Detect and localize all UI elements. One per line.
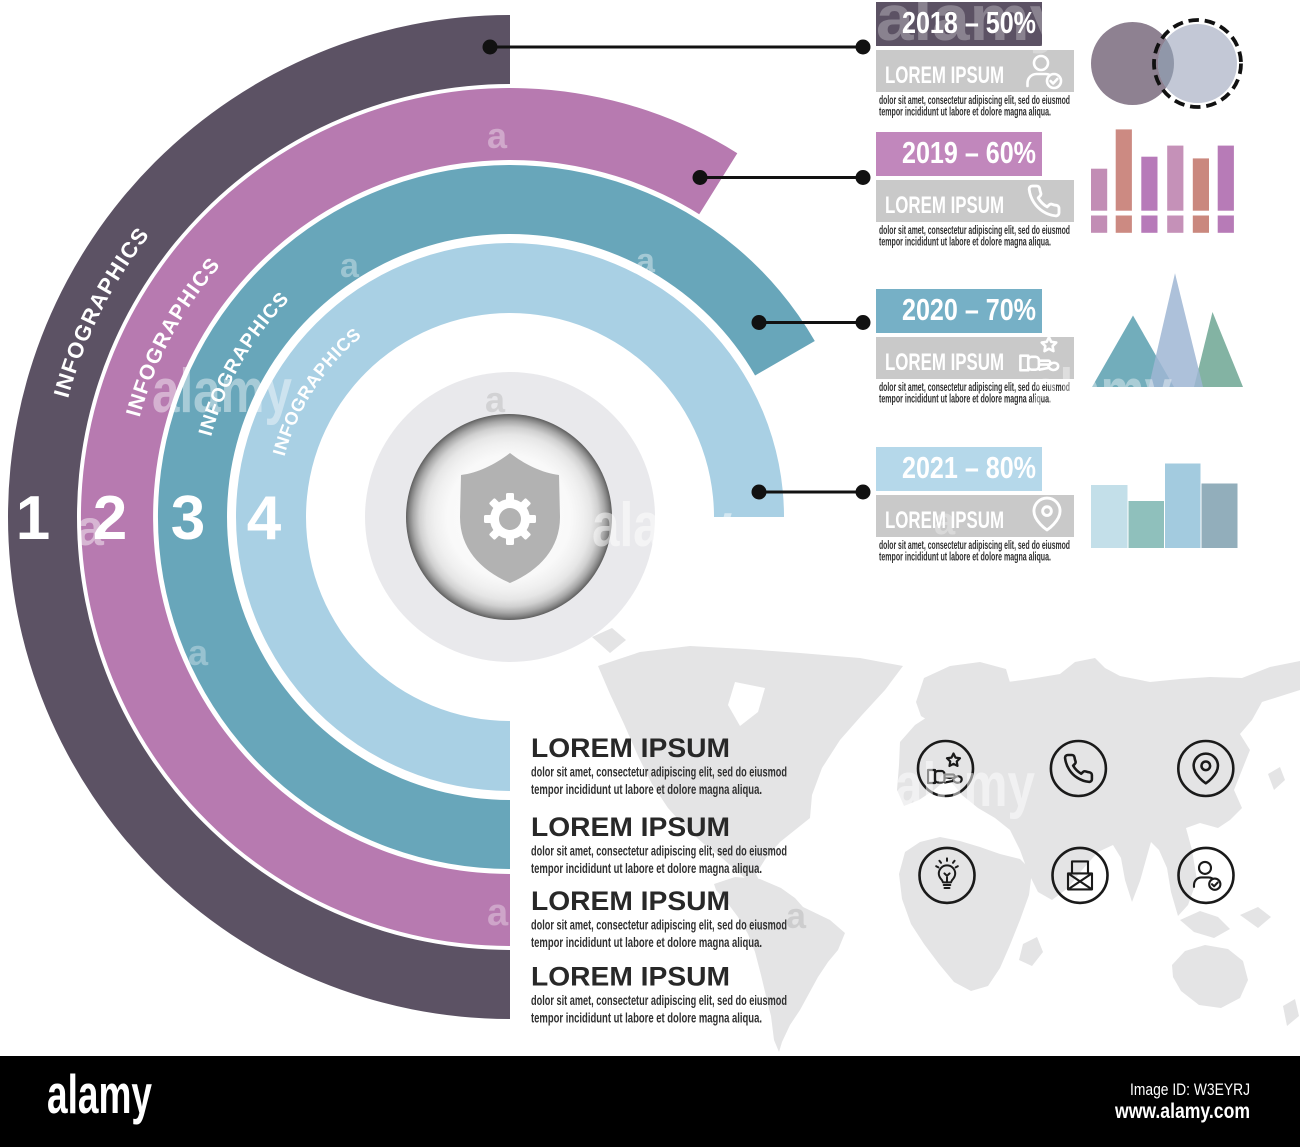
svg-text:a: a (188, 632, 209, 673)
svg-text:a: a (485, 379, 506, 420)
svg-text:alamy: alamy (592, 491, 732, 560)
svg-text:LOREM IPSUM: LOREM IPSUM (531, 812, 730, 842)
svg-text:2020 – 70%: 2020 – 70% (902, 292, 1036, 327)
svg-text:Image ID: W3EYRJ: Image ID: W3EYRJ (1130, 1080, 1250, 1099)
svg-text:a: a (636, 242, 656, 280)
svg-text:LOREM IPSUM: LOREM IPSUM (885, 349, 1004, 376)
svg-text:4: 4 (247, 484, 282, 553)
svg-text:LOREM IPSUM: LOREM IPSUM (531, 962, 730, 992)
svg-text:a: a (76, 500, 105, 556)
svg-text:tempor incididunt ut labore et: tempor incididunt ut labore et dolore ma… (531, 934, 762, 950)
svg-text:tempor incididunt ut labore et: tempor incididunt ut labore et dolore ma… (531, 781, 762, 797)
svg-text:dolor sit amet, consectetur ad: dolor sit amet, consectetur adipiscing e… (879, 225, 1070, 237)
svg-text:LOREM IPSUM: LOREM IPSUM (885, 507, 1004, 534)
svg-text:www.alamy.com: www.alamy.com (1114, 1100, 1250, 1123)
svg-text:2: 2 (93, 484, 127, 553)
svg-text:1: 1 (16, 484, 50, 553)
svg-text:tempor incididunt ut labore et: tempor incididunt ut labore et dolore ma… (879, 552, 1051, 564)
svg-text:alamy: alamy (47, 1063, 152, 1125)
svg-text:2018 – 50%: 2018 – 50% (902, 5, 1036, 40)
svg-text:a: a (487, 892, 509, 934)
svg-text:a: a (786, 895, 807, 936)
svg-text:alamy: alamy (1032, 357, 1172, 426)
svg-text:dolor sit amet, consectetur ad: dolor sit amet, consectetur adipiscing e… (879, 95, 1070, 107)
svg-text:a: a (934, 501, 956, 543)
svg-text:dolor sit amet, consectetur ad: dolor sit amet, consectetur adipiscing e… (531, 992, 787, 1008)
svg-text:tempor incididunt ut labore et: tempor incididunt ut labore et dolore ma… (879, 107, 1051, 119)
svg-text:3: 3 (171, 484, 205, 553)
svg-text:LOREM IPSUM: LOREM IPSUM (531, 886, 730, 916)
svg-text:dolor sit amet, consectetur ad: dolor sit amet, consectetur adipiscing e… (879, 382, 1070, 394)
svg-text:LOREM IPSUM: LOREM IPSUM (885, 62, 1004, 89)
svg-text:a: a (487, 115, 508, 156)
svg-text:alamy: alamy (876, 0, 1067, 54)
svg-text:dolor sit amet, consectetur ad: dolor sit amet, consectetur adipiscing e… (879, 540, 1070, 552)
svg-text:tempor incididunt ut labore et: tempor incididunt ut labore et dolore ma… (879, 394, 1051, 406)
svg-text:2021 – 80%: 2021 – 80% (902, 450, 1036, 485)
svg-text:dolor sit amet, consectetur ad: dolor sit amet, consectetur adipiscing e… (531, 842, 787, 858)
svg-text:alamy: alamy (895, 751, 1035, 820)
svg-text:tempor incididunt ut labore et: tempor incididunt ut labore et dolore ma… (531, 1010, 762, 1026)
svg-text:tempor incididunt ut labore et: tempor incididunt ut labore et dolore ma… (879, 237, 1051, 249)
svg-text:tempor incididunt ut labore et: tempor incididunt ut labore et dolore ma… (531, 860, 762, 876)
svg-text:2019 – 60%: 2019 – 60% (902, 135, 1036, 170)
svg-text:LOREM IPSUM: LOREM IPSUM (885, 192, 1004, 219)
svg-text:dolor sit amet, consectetur ad: dolor sit amet, consectetur adipiscing e… (531, 917, 787, 933)
svg-text:a: a (340, 247, 360, 285)
svg-text:dolor sit amet, consectetur ad: dolor sit amet, consectetur adipiscing e… (531, 764, 787, 780)
svg-text:LOREM IPSUM: LOREM IPSUM (531, 733, 730, 763)
svg-text:alamy: alamy (152, 357, 292, 426)
